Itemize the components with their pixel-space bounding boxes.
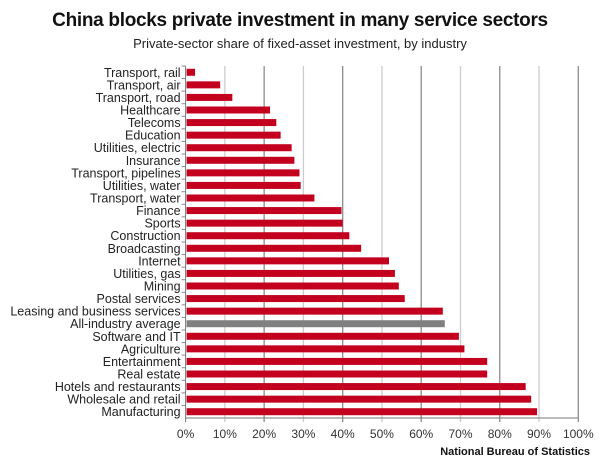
- bar: [186, 383, 526, 391]
- bar: [186, 395, 532, 403]
- bar: [186, 320, 445, 328]
- bar: [186, 169, 300, 177]
- category-label: Software and IT: [92, 330, 181, 344]
- category-label: Postal services: [97, 292, 181, 306]
- x-tick-label: 100%: [563, 427, 594, 441]
- bar: [186, 93, 233, 101]
- bar: [186, 156, 295, 164]
- category-label: Transport, air: [107, 78, 181, 92]
- category-label: Entertainment: [103, 355, 181, 369]
- x-tick-label: 50%: [370, 427, 394, 441]
- category-label: Leasing and business services: [10, 305, 180, 319]
- category-label: Hotels and restaurants: [55, 380, 181, 394]
- category-label: Finance: [136, 204, 181, 218]
- chart-title: China blocks private investment in many …: [52, 10, 548, 31]
- category-label: Sports: [144, 217, 180, 231]
- bar: [186, 207, 342, 215]
- bar: [186, 131, 281, 139]
- category-label: Real estate: [117, 368, 180, 382]
- bar: [186, 194, 315, 202]
- bar: [186, 269, 395, 277]
- bar: [186, 81, 221, 89]
- bar: [186, 144, 292, 152]
- bar: [186, 307, 443, 315]
- bar: [186, 119, 277, 127]
- bar: [186, 257, 390, 265]
- x-tick-label: 70%: [448, 427, 472, 441]
- bar: [186, 219, 343, 227]
- bar: [186, 332, 459, 340]
- category-label: Utilities, gas: [113, 267, 180, 281]
- category-label: Mining: [144, 280, 181, 294]
- x-tick-label: 60%: [409, 427, 433, 441]
- category-label: Transport, water: [90, 192, 181, 206]
- bar: [186, 181, 301, 189]
- bar: [186, 282, 399, 290]
- category-label: Construction: [110, 229, 180, 243]
- bar: [186, 408, 538, 416]
- category-label: Agriculture: [121, 342, 181, 356]
- bar: [186, 232, 350, 240]
- chart-subtitle: Private-sector share of fixed-asset inve…: [133, 36, 467, 51]
- chart-source: National Bureau of Statistics: [440, 446, 590, 458]
- category-label: Broadcasting: [108, 242, 181, 256]
- bar: [186, 106, 271, 114]
- bar: [186, 68, 196, 76]
- bar: [186, 244, 362, 252]
- bar: [186, 357, 488, 365]
- x-tick-label: 80%: [488, 427, 512, 441]
- category-label: Healthcare: [120, 104, 180, 118]
- x-tick-label: 10%: [213, 427, 237, 441]
- category-label: Internet: [138, 254, 181, 268]
- category-label: Transport, rail: [104, 66, 181, 80]
- category-label: Transport, pipelines: [71, 166, 180, 180]
- x-tick-label: 90%: [527, 427, 551, 441]
- category-label: Transport, road: [96, 91, 181, 105]
- category-label: Utilities, water: [103, 179, 181, 193]
- category-label: Manufacturing: [101, 405, 180, 419]
- category-label: Insurance: [126, 154, 181, 168]
- x-tick-label: 40%: [331, 427, 355, 441]
- bar: [186, 345, 465, 353]
- category-label: Education: [125, 129, 181, 143]
- x-tick-label: 20%: [252, 427, 276, 441]
- category-label: Wholesale and retail: [67, 393, 180, 407]
- x-tick-label: 30%: [291, 427, 315, 441]
- category-label: Telecoms: [128, 116, 181, 130]
- x-tick-label: 0%: [177, 427, 195, 441]
- category-label: Utilities, electric: [94, 141, 181, 155]
- bar: [186, 295, 405, 303]
- category-label: All-industry average: [70, 317, 181, 331]
- bar: [186, 370, 488, 378]
